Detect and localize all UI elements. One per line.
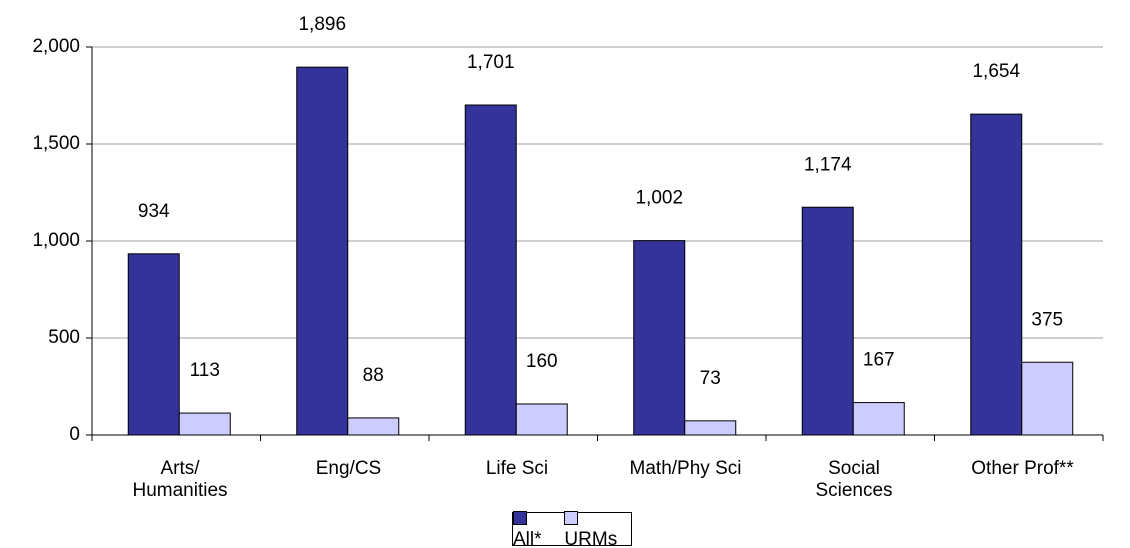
data-label: 1,896: [298, 14, 346, 35]
legend-swatch: [513, 510, 527, 525]
legend-item: URMs: [564, 507, 631, 548]
bar: [1021, 361, 1074, 436]
x-tick-label: Math/Phy Sci: [629, 458, 742, 479]
legend-item: All*: [513, 507, 556, 548]
legend: All* URMs: [512, 510, 632, 548]
legend-label: All*: [513, 529, 542, 548]
legend-label: URMs: [564, 529, 618, 548]
x-tick-label: Arts/ Humanities: [132, 458, 228, 501]
data-label: 113: [190, 360, 220, 381]
bar: [633, 240, 686, 436]
bar: [801, 206, 854, 436]
bar: [852, 402, 905, 436]
y-tick-label: 1,000: [32, 230, 80, 251]
data-label: 934: [138, 201, 170, 222]
legend-swatch: [564, 510, 579, 525]
bar: [347, 417, 400, 436]
bar: [296, 66, 349, 436]
bar: [464, 104, 517, 436]
data-label: 1,701: [467, 52, 515, 73]
y-tick-label: 2,000: [32, 36, 80, 57]
data-label: 160: [526, 351, 558, 372]
bar: [127, 253, 180, 436]
bar: [515, 403, 568, 436]
data-label: 375: [1031, 309, 1063, 330]
data-label: 167: [863, 350, 895, 371]
x-tick-label: Other Prof**: [971, 458, 1074, 479]
bar: [970, 113, 1023, 436]
x-tick-label: Social Sciences: [815, 458, 893, 501]
data-label: 1,174: [804, 154, 852, 175]
x-tick-label: Life Sci: [485, 458, 549, 479]
x-tick-label: Eng/CS: [315, 458, 382, 479]
y-tick-label: 0: [69, 424, 80, 445]
bar: [684, 420, 737, 436]
data-label: 1,002: [635, 188, 683, 209]
data-label: 1,654: [972, 61, 1020, 82]
y-tick-label: 500: [48, 327, 80, 348]
bar: [178, 412, 231, 436]
y-tick-label: 1,500: [32, 133, 80, 154]
data-label: 88: [363, 365, 384, 386]
data-label: 73: [700, 368, 721, 389]
